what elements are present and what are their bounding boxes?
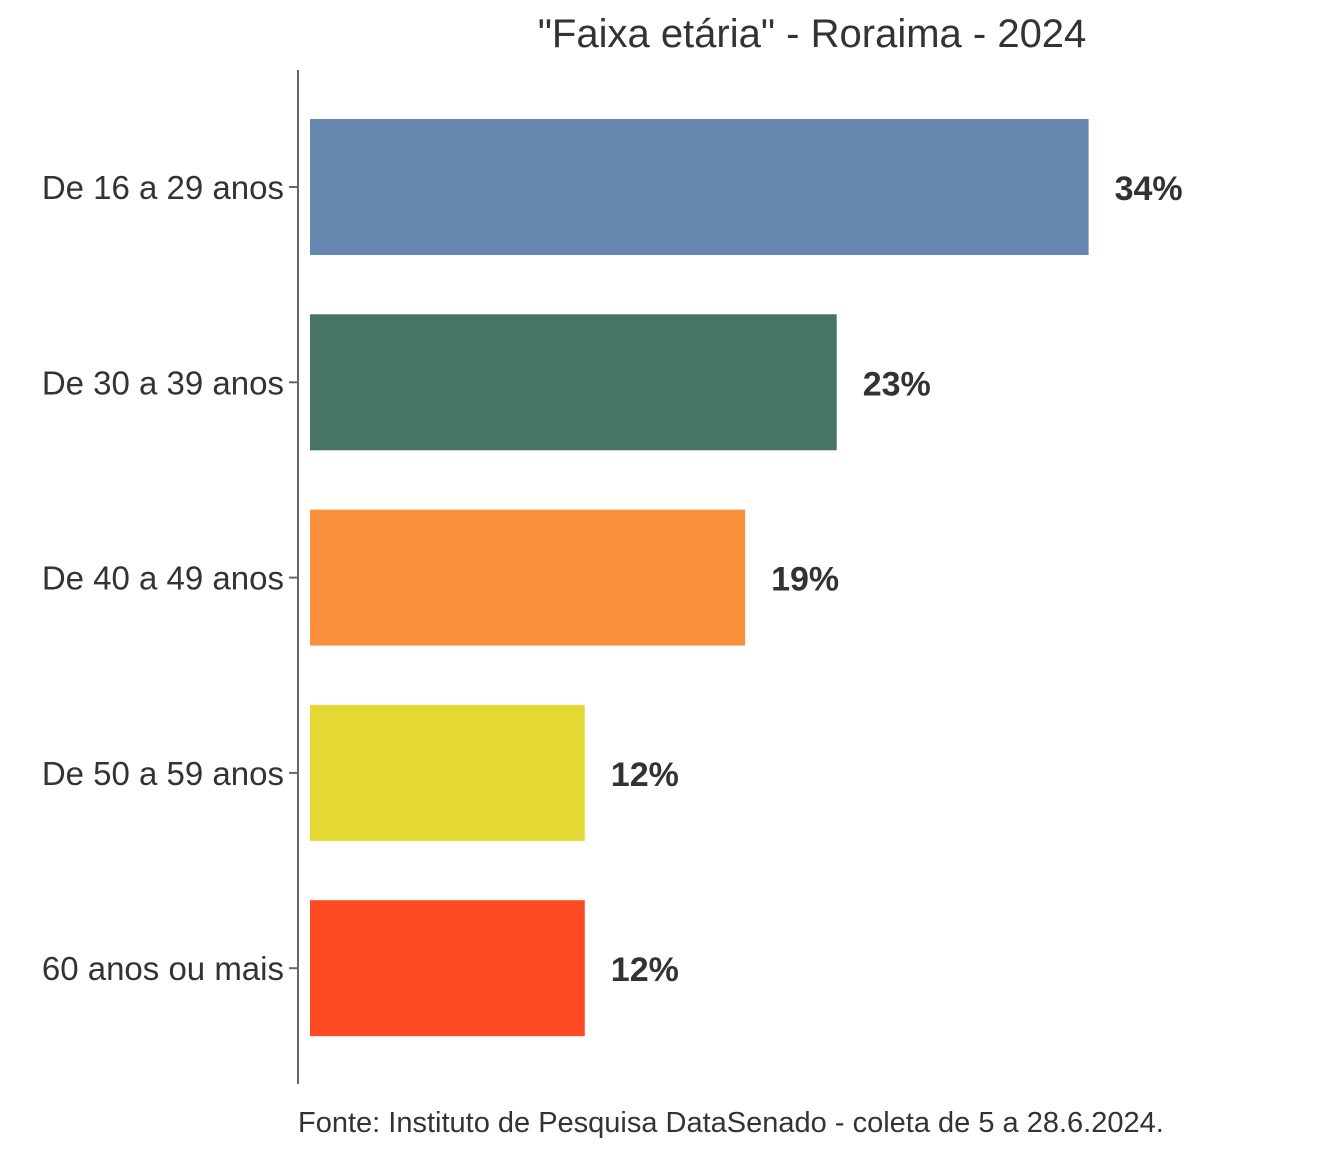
bars-layer xyxy=(310,119,1089,1037)
bar-3 xyxy=(310,509,746,646)
category-label: De 40 a 49 anos xyxy=(42,560,284,597)
bar-4 xyxy=(310,704,585,841)
y-axis-ticks xyxy=(289,186,298,970)
category-label: De 30 a 39 anos xyxy=(42,364,284,401)
value-labels: 34% 23% 19% 12% 12% xyxy=(611,170,1183,989)
category-label: 60 anos ou mais xyxy=(42,950,284,987)
value-label: 34% xyxy=(1115,170,1183,208)
category-label: De 16 a 29 anos xyxy=(42,169,284,206)
category-label: De 50 a 59 anos xyxy=(42,755,284,792)
value-label: 12% xyxy=(611,951,679,989)
chart-caption: Fonte: Instituto de Pesquisa DataSenado … xyxy=(298,1107,1164,1139)
chart-title: "Faixa etária" - Roraima - 2024 xyxy=(538,12,1087,56)
value-label: 12% xyxy=(611,756,679,794)
bar-2 xyxy=(310,314,837,451)
value-label: 23% xyxy=(863,365,931,403)
bar-5 xyxy=(310,900,585,1037)
value-label: 19% xyxy=(771,561,839,599)
category-labels: De 16 a 29 anos De 30 a 39 anos De 40 a 49… xyxy=(42,169,284,987)
bar-1 xyxy=(310,119,1089,255)
